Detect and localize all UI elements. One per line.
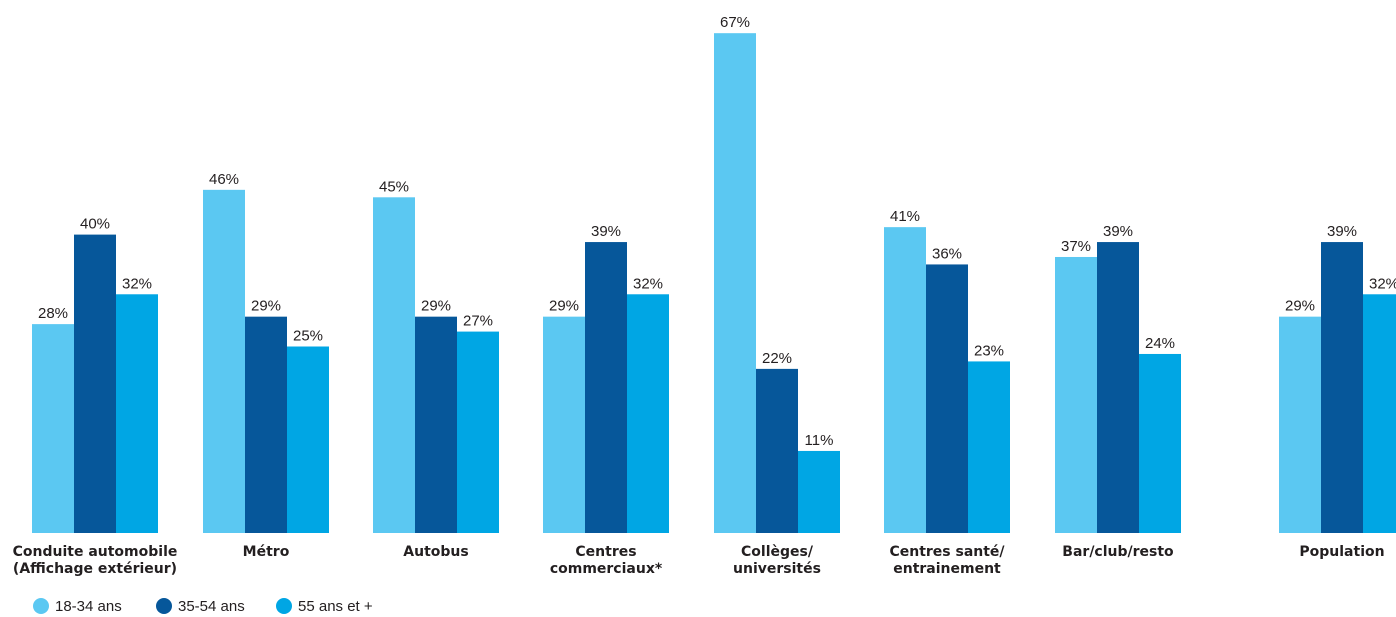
bar [884,227,926,533]
bar [756,368,798,533]
bar [1363,294,1396,533]
value-label: 32% [633,275,663,292]
bar [1139,353,1181,533]
category-label: commerciaux* [550,561,663,577]
value-label: 39% [1103,223,1133,240]
legend-label: 18-34 ans [55,598,122,615]
value-label: 23% [974,342,1004,359]
category-label: Conduite automobile [13,544,178,560]
bars-layer [32,33,1396,534]
bar [1279,316,1321,533]
category-label: (Affichage extérieur) [13,561,177,577]
category-label: Centres santé/ [889,544,1005,560]
value-label: 25% [293,328,323,345]
value-label: 40% [80,216,110,233]
value-label: 41% [890,208,920,225]
value-label: 24% [1145,335,1175,352]
value-label: 27% [463,313,493,330]
legend-label: 35-54 ans [178,598,245,615]
value-label: 28% [38,305,68,322]
category-label: Autobus [403,544,468,560]
value-label: 29% [549,298,579,315]
bar [1321,242,1363,533]
category-label: Bar/club/resto [1062,544,1174,560]
bar [926,264,968,533]
category-label: universités [733,561,821,577]
bar [798,450,840,533]
bar [585,242,627,533]
value-label: 37% [1061,238,1091,255]
bar [627,294,669,533]
bar [203,189,245,533]
bar [245,316,287,533]
bar [373,197,415,534]
value-label: 11% [805,432,834,449]
value-label: 45% [379,178,409,195]
value-label: 46% [209,171,239,188]
value-label: 22% [762,350,792,367]
category-label: entrainement [893,561,1001,577]
value-label: 32% [1369,275,1396,292]
value-label: 32% [122,275,152,292]
bar [1055,256,1097,533]
bar [74,234,116,533]
value-label: 29% [1285,298,1315,315]
bar [457,331,499,533]
bar [287,346,329,533]
bar [968,361,1010,533]
bar [714,33,756,534]
value-label: 29% [421,298,451,315]
value-label: 36% [932,245,962,262]
category-label: Métro [243,544,290,560]
bar [415,316,457,533]
value-label: 29% [251,298,281,315]
category-label: Centres [575,544,636,560]
bar [116,294,158,533]
value-labels-layer: 28% 40% 32% 46% 29% 25% 45% 29% 27% 29% 39% 32% 67% 2… [38,14,1396,449]
value-label: 39% [591,223,621,240]
bar [543,316,585,533]
legend-swatch [33,598,49,614]
legend: 18-34 ans 35-54 ans 55 ans et + [33,598,373,615]
value-label: 67% [720,14,750,31]
bar [32,324,74,533]
legend-label: 55 ans et + [298,598,373,615]
category-label: Population [1299,544,1384,560]
legend-swatch [276,598,292,614]
category-label: Collèges/ [741,544,814,560]
category-labels-layer: Conduite automobile(Affichage extérieur)… [13,544,1385,577]
bar [1097,242,1139,533]
legend-swatch [156,598,172,614]
value-label: 39% [1327,223,1357,240]
